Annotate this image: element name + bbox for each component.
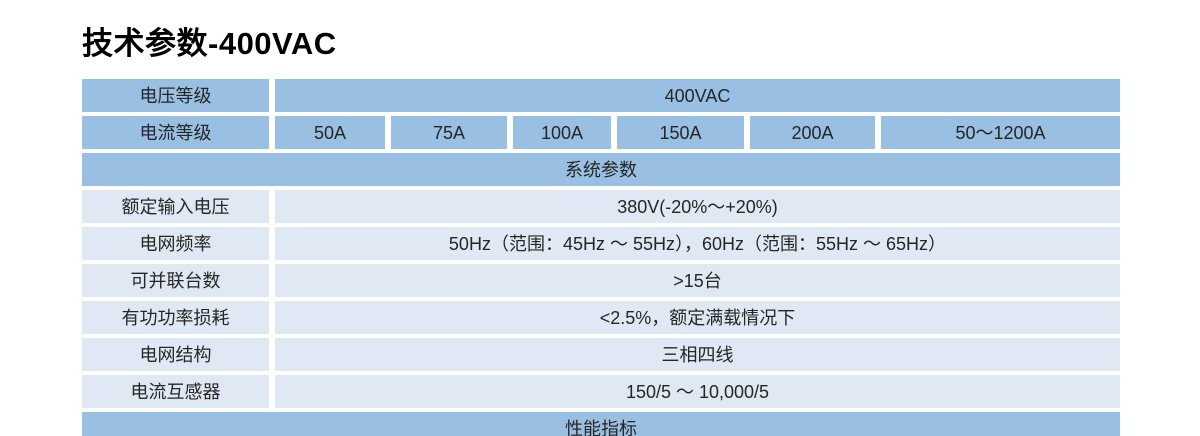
row-label-current-transformer: 电流互感器: [82, 375, 269, 408]
row-value-current-transformer: 150/5 ～ 10,000/5: [275, 375, 1120, 408]
row-value-grid-frequency: 50Hz（范围：45Hz ～ 55Hz），60Hz（范围：55Hz ～ 65Hz…: [275, 227, 1120, 260]
current-option-range: 50～1200A: [881, 116, 1120, 149]
page-title: 技术参数-400VAC: [82, 26, 337, 61]
table-row: 可并联台数 >15台: [82, 264, 1120, 297]
current-option-50a: 50A: [275, 116, 385, 149]
row-label-grid-structure: 电网结构: [82, 338, 269, 371]
section-header-system: 系统参数: [82, 153, 1120, 186]
table-row-system-header: 系统参数: [82, 153, 1120, 186]
row-label-rated-input-voltage: 额定输入电压: [82, 190, 269, 223]
table-row: 电网频率 50Hz（范围：45Hz ～ 55Hz），60Hz（范围：55Hz ～…: [82, 227, 1120, 260]
voltage-row-label: 电压等级: [82, 79, 269, 112]
row-value-rated-input-voltage: 380V(-20%～+20%): [275, 190, 1120, 223]
current-option-200a: 200A: [750, 116, 875, 149]
row-value-active-power-loss: <2.5%，额定满载情况下: [275, 301, 1120, 334]
table-row: 电网结构 三相四线: [82, 338, 1120, 371]
table-row: 电流互感器 150/5 ～ 10,000/5: [82, 375, 1120, 408]
current-option-75a: 75A: [391, 116, 507, 149]
voltage-row-value: 400VAC: [275, 79, 1120, 112]
row-value-parallel-units: >15台: [275, 264, 1120, 297]
table-row-current: 电流等级 50A 75A 100A 150A 200A 50～1200A: [82, 116, 1120, 149]
row-label-parallel-units: 可并联台数: [82, 264, 269, 297]
section-header-performance: 性能指标: [82, 412, 1120, 436]
current-row-label: 电流等级: [82, 116, 269, 149]
table-row-voltage: 电压等级 400VAC: [82, 79, 1120, 112]
current-option-100a: 100A: [513, 116, 611, 149]
row-value-grid-structure: 三相四线: [275, 338, 1120, 371]
current-option-150a: 150A: [617, 116, 744, 149]
row-label-grid-frequency: 电网频率: [82, 227, 269, 260]
spec-table: 电压等级 400VAC 电流等级 50A 75A 100A 150A 200A …: [82, 79, 1120, 436]
table-row: 有功功率损耗 <2.5%，额定满载情况下: [82, 301, 1120, 334]
table-row-performance-header: 性能指标: [82, 412, 1120, 436]
row-label-active-power-loss: 有功功率损耗: [82, 301, 269, 334]
table-row: 额定输入电压 380V(-20%～+20%): [82, 190, 1120, 223]
